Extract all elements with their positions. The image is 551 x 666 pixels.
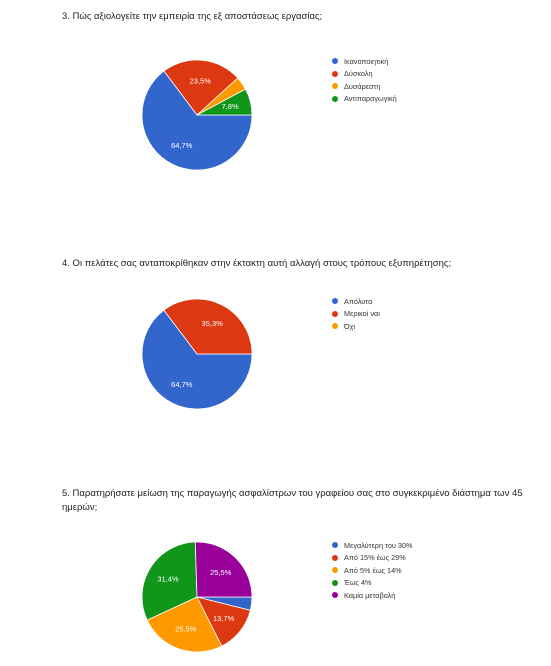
- legend-swatch: [332, 554, 338, 561]
- chart-1-question: 3. Πώς αξιολογείτε την εμπειρία της εξ α…: [62, 11, 323, 22]
- slice-value-label: 25,5%: [175, 625, 197, 634]
- legend-item: Μερικοί ναι: [332, 308, 380, 321]
- chart-2-question: 4. Οι πελάτες σας ανταποκρίθηκαν στην έκ…: [62, 258, 452, 269]
- legend-swatch: [332, 567, 338, 574]
- legend-item: Από 5% έως 14%: [332, 564, 413, 577]
- pie-slice: [163, 298, 253, 355]
- legend-label: Μερικοί ναι: [344, 309, 380, 319]
- chart-2-legend: Απόλυτα Μερικοί ναι Όχι: [332, 295, 380, 333]
- legend-label: Έως 4%: [344, 578, 372, 588]
- chart-3-legend: Μεγαλύτερη του 30% Από 15% έως 29% Από 5% …: [332, 539, 413, 602]
- chart-1-legend: Ικανοποιητική Δύσκολη Δυσάρεστη Αντιπαραγωγ…: [332, 55, 397, 105]
- slice-value-label: 64,7%: [171, 380, 193, 389]
- legend-swatch: [332, 323, 338, 330]
- legend-swatch: [332, 83, 338, 90]
- legend-item: Μεγαλύτερη του 30%: [332, 539, 413, 552]
- legend-item: Καμία μεταβολή: [332, 589, 413, 602]
- legend-label: Από 5% έως 14%: [344, 565, 402, 575]
- legend-swatch: [332, 310, 338, 317]
- chart-3-question: 5. Παρατηρήσατε μείωση της παραγωγής ασφ…: [62, 488, 523, 513]
- slice-value-label: 7,8%: [222, 102, 239, 111]
- legend-item: Όχι: [332, 320, 380, 333]
- legend-label: Όχι: [344, 321, 356, 331]
- slice-value-label: 64,7%: [171, 141, 193, 150]
- legend-label: Ικανοποιητική: [344, 56, 389, 66]
- pie-slice: [141, 541, 198, 621]
- legend-swatch: [332, 70, 338, 77]
- legend-item: Έως 4%: [332, 577, 413, 590]
- legend-swatch: [332, 542, 338, 549]
- chart-1-pie: 64,7% 23,5% 7,8%: [141, 59, 253, 171]
- legend-swatch: [332, 58, 338, 65]
- slice-value-label: 13,7%: [213, 614, 235, 623]
- legend-item: Αντιπαραγωγική: [332, 93, 397, 106]
- pie-slice: [194, 541, 253, 598]
- legend-item: Δυσάρεστη: [332, 80, 397, 93]
- pie-slice: [141, 70, 253, 171]
- slice-value-label: 23,5%: [190, 77, 212, 86]
- legend-label: Αντιπαραγωγική: [344, 94, 397, 104]
- legend-item: Από 15% έως 29%: [332, 552, 413, 565]
- legend-label: Δυσάρεστη: [344, 81, 381, 91]
- legend-swatch: [332, 579, 338, 586]
- slice-value-label: 35,3%: [202, 319, 224, 328]
- pie-slice: [196, 88, 253, 116]
- pie-slice: [163, 59, 239, 116]
- legend-label: Απόλυτα: [344, 296, 373, 306]
- legend-swatch: [332, 95, 338, 102]
- legend-item: Ικανοποιητική: [332, 55, 397, 68]
- legend-label: Καμία μεταβολή: [344, 590, 396, 600]
- chart-2-pie: 64,7% 35,3%: [141, 298, 253, 410]
- legend-swatch: [332, 592, 338, 599]
- pie-slice: [141, 309, 253, 410]
- legend-label: Δύσκολη: [344, 69, 373, 79]
- slice-value-label: 25,5%: [210, 568, 232, 577]
- legend-item: Απόλυτα: [332, 295, 380, 308]
- chart-3-pie: 13,7% 25,5% 31,4% 25,5%: [141, 541, 253, 653]
- pie-slice: [146, 596, 223, 653]
- legend-label: Μεγαλύτερη του 30%: [344, 540, 413, 550]
- legend-swatch: [332, 298, 338, 305]
- legend-item: Δύσκολη: [332, 68, 397, 81]
- slice-value-label: 31,4%: [157, 575, 179, 584]
- legend-label: Από 15% έως 29%: [344, 553, 406, 563]
